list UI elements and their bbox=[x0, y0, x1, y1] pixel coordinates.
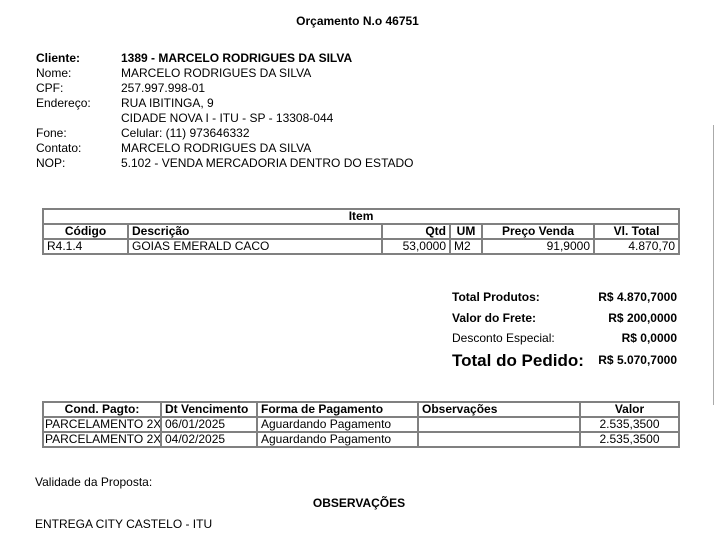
items-caption: Item bbox=[41, 208, 681, 225]
endereco-line2: CIDADE NOVA I - ITU - SP - 13308-044 bbox=[121, 111, 334, 125]
header-qtd: Qtd bbox=[381, 223, 451, 240]
valor-frete-label: Valor do Frete: bbox=[452, 311, 537, 325]
cell-vencimento: 04/02/2025 bbox=[160, 431, 258, 448]
table-row: R4.1.4 GOIAS EMERALD CACO 53,0000 M2 91,… bbox=[42, 238, 681, 255]
cell-obs bbox=[417, 431, 581, 448]
items-table: Item Código Descrição Qtd UM Preço Venda… bbox=[41, 208, 681, 255]
valor-frete-value: R$ 200,0000 bbox=[608, 311, 677, 325]
cliente-value: 1389 - MARCELO RODRIGUES DA SILVA bbox=[121, 51, 353, 65]
cell-obs bbox=[417, 416, 581, 433]
header-observacoes: Observações bbox=[417, 401, 581, 418]
total-pedido-value: R$ 5.070,7000 bbox=[598, 353, 677, 367]
observacoes-title: OBSERVAÇÕES bbox=[312, 496, 406, 510]
nome-label: Nome: bbox=[36, 66, 72, 80]
header-descricao: Descrição bbox=[127, 223, 383, 240]
cell-vencimento: 06/01/2025 bbox=[160, 416, 258, 433]
cell-um: M2 bbox=[449, 238, 483, 255]
desconto-value: R$ 0,0000 bbox=[621, 331, 677, 345]
cpf-value: 257.997.998-01 bbox=[121, 81, 206, 95]
header-forma-pagamento: Forma de Pagamento bbox=[256, 401, 419, 418]
page-title: Orçamento N.o 46751 bbox=[296, 14, 419, 28]
valor-frete: Valor do Frete: R$ 200,0000 bbox=[452, 311, 677, 325]
cell-preco: 91,9000 bbox=[481, 238, 595, 255]
nop-label: NOP: bbox=[36, 156, 66, 170]
total-pedido-label: Total do Pedido: bbox=[452, 351, 584, 370]
payments-table: Cond. Pagto: Dt Vencimento Forma de Paga… bbox=[42, 401, 680, 448]
total-produtos: Total Produtos: R$ 4.870,7000 bbox=[452, 290, 677, 304]
endereco-line1: RUA IBITINGA, 9 bbox=[121, 96, 214, 110]
header-cond-pagto: Cond. Pagto: bbox=[42, 401, 162, 418]
cell-qtd: 53,0000 bbox=[381, 238, 451, 255]
cell-forma: Aguardando Pagamento bbox=[256, 431, 419, 448]
cell-descricao: GOIAS EMERALD CACO bbox=[127, 238, 383, 255]
header-valor: Valor bbox=[579, 401, 680, 418]
nome-value: MARCELO RODRIGUES DA SILVA bbox=[121, 66, 312, 80]
validade-label: Validade da Proposta: bbox=[35, 475, 153, 489]
cell-forma: Aguardando Pagamento bbox=[256, 416, 419, 433]
observacoes-text: ENTREGA CITY CASTELO - ITU bbox=[35, 517, 213, 531]
cell-codigo: R4.1.4 bbox=[42, 238, 129, 255]
total-produtos-value: R$ 4.870,7000 bbox=[598, 290, 677, 304]
header-total: Vl. Total bbox=[592, 223, 681, 240]
total-produtos-label: Total Produtos: bbox=[452, 290, 540, 304]
endereco-label: Endereço: bbox=[36, 96, 91, 110]
table-row: PARCELAMENTO 2X 04/02/2025 Aguardando Pa… bbox=[42, 431, 680, 448]
nop-value: 5.102 - VENDA MERCADORIA DENTRO DO ESTAD… bbox=[121, 156, 414, 170]
cell-valor: 2.535,3500 bbox=[579, 431, 680, 448]
cell-cond: PARCELAMENTO 2X bbox=[42, 416, 162, 433]
header-um: UM bbox=[449, 223, 483, 240]
contato-value: MARCELO RODRIGUES DA SILVA bbox=[121, 141, 312, 155]
fone-value: Celular: (11) 973646332 bbox=[121, 126, 250, 140]
cell-valor: 2.535,3500 bbox=[579, 416, 680, 433]
header-codigo: Código bbox=[42, 223, 129, 240]
cell-cond: PARCELAMENTO 2X bbox=[42, 431, 162, 448]
cpf-label: CPF: bbox=[36, 81, 64, 95]
cliente-label: Cliente: bbox=[36, 51, 81, 65]
table-row: PARCELAMENTO 2X 06/01/2025 Aguardando Pa… bbox=[42, 416, 680, 433]
desconto-especial: Desconto Especial: R$ 0,0000 bbox=[452, 331, 677, 345]
page-edge-divider bbox=[713, 125, 714, 405]
header-dt-vencimento: Dt Vencimento bbox=[160, 401, 258, 418]
fone-label: Fone: bbox=[36, 126, 67, 140]
cell-total: 4.870,70 bbox=[592, 238, 681, 255]
contato-label: Contato: bbox=[36, 141, 82, 155]
header-preco: Preço Venda bbox=[481, 223, 595, 240]
total-pedido: Total do Pedido: R$ 5.070,7000 bbox=[452, 351, 677, 371]
desconto-label: Desconto Especial: bbox=[452, 331, 555, 345]
client-info: Cliente: 1389 - MARCELO RODRIGUES DA SILV… bbox=[36, 51, 414, 171]
